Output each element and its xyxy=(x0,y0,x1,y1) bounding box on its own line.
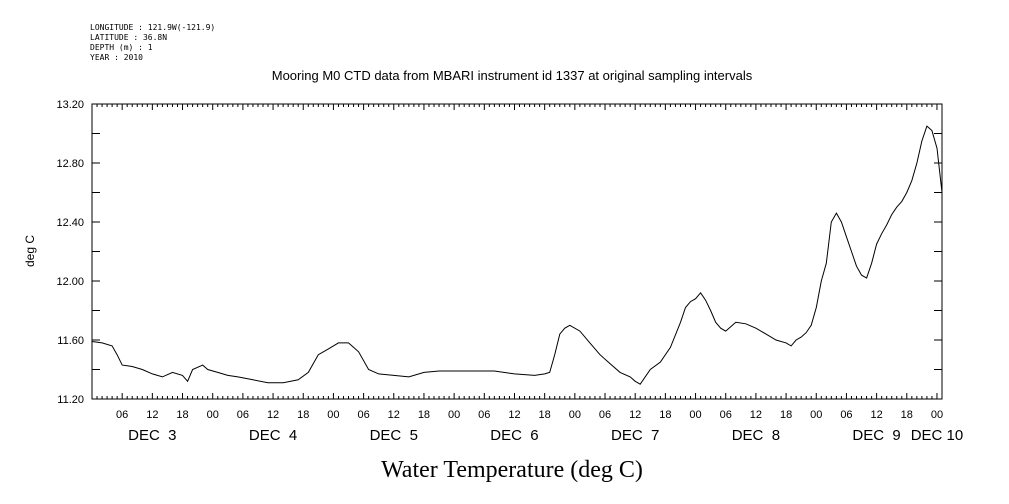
x-hour-label: 12 xyxy=(750,409,762,421)
x-hour-label: 06 xyxy=(478,409,490,421)
x-hour-label: 00 xyxy=(689,409,701,421)
x-hour-label: 12 xyxy=(629,409,641,421)
x-hour-label: 18 xyxy=(659,409,671,421)
plot-grid xyxy=(92,103,942,400)
x-day-labels: DEC 3 DEC 4 DEC 5 DEC 6 DEC 7 DEC 8 DEC 9 DEC 1… xyxy=(128,427,963,444)
x-hour-label: 00 xyxy=(569,409,581,421)
plot-frame xyxy=(91,103,943,400)
chart-title: Mooring M0 CTD data from MBARI instrumen… xyxy=(272,68,753,83)
x-hour-label: 00 xyxy=(931,409,943,421)
x-hour-label: 06 xyxy=(116,409,128,421)
y-tick-labels: 11.20 11.60 12.00 12.40 12.80 13.20 xyxy=(56,99,84,406)
header-meta-line: LONGITUDE : 121.9W(-121.9) xyxy=(90,23,215,32)
y-tick-label: 11.60 xyxy=(57,335,84,347)
x-hour-label: 00 xyxy=(207,409,219,421)
x-hour-label: 00 xyxy=(327,409,339,421)
y-tick-label: 13.20 xyxy=(56,99,84,111)
header-metadata: LONGITUDE : 121.9W(-121.9)LATITUDE : 36.… xyxy=(90,23,215,62)
y-tick-label: 12.00 xyxy=(56,276,84,288)
x-day-label: DEC 10 xyxy=(911,427,964,444)
x-day-label: DEC 5 xyxy=(370,427,418,444)
x-hour-label: 18 xyxy=(901,409,913,421)
y-tick-label: 11.20 xyxy=(57,394,84,406)
x-hour-label: 18 xyxy=(539,409,551,421)
x-hour-label: 06 xyxy=(840,409,852,421)
x-hour-label: 00 xyxy=(810,409,822,421)
x-day-label: DEC 9 xyxy=(852,427,900,444)
x-hour-labels: 06 12 18 00 06 12 18 00 06 12 18 00 06 12 18 00 06 12 18 00… xyxy=(116,409,943,421)
axis-ticks xyxy=(91,104,943,399)
x-day-label: DEC 4 xyxy=(249,427,297,444)
x-hour-label: 06 xyxy=(237,409,249,421)
header-meta-line: LATITUDE : 36.8N xyxy=(90,33,167,42)
x-hour-label: 12 xyxy=(508,409,520,421)
x-hour-label: 18 xyxy=(418,409,430,421)
header-meta-line: DEPTH (m) : 1 xyxy=(90,43,153,52)
y-tick-label: 12.80 xyxy=(56,158,84,170)
header-meta-line: YEAR : 2010 xyxy=(90,53,143,62)
x-hour-label: 18 xyxy=(297,409,309,421)
x-hour-label: 12 xyxy=(870,409,882,421)
x-hour-label: 18 xyxy=(780,409,792,421)
x-day-label: DEC 6 xyxy=(490,427,538,444)
x-hour-label: 06 xyxy=(720,409,732,421)
series-line xyxy=(91,125,943,385)
series-points xyxy=(91,126,942,385)
x-day-label: DEC 3 xyxy=(128,427,176,444)
x-hour-label: 12 xyxy=(388,409,400,421)
x-hour-label: 06 xyxy=(357,409,369,421)
y-axis-label: deg C xyxy=(23,235,37,267)
x-hour-label: 12 xyxy=(267,409,279,421)
x-hour-label: 18 xyxy=(176,409,188,421)
x-axis-label: Water Temperature (deg C) xyxy=(381,457,643,483)
x-hour-label: 00 xyxy=(448,409,460,421)
x-hour-label: 12 xyxy=(146,409,158,421)
x-day-label: DEC 8 xyxy=(732,427,780,444)
x-day-label: DEC 7 xyxy=(611,427,659,444)
y-tick-label: 12.40 xyxy=(56,217,84,229)
x-hour-label: 06 xyxy=(599,409,611,421)
